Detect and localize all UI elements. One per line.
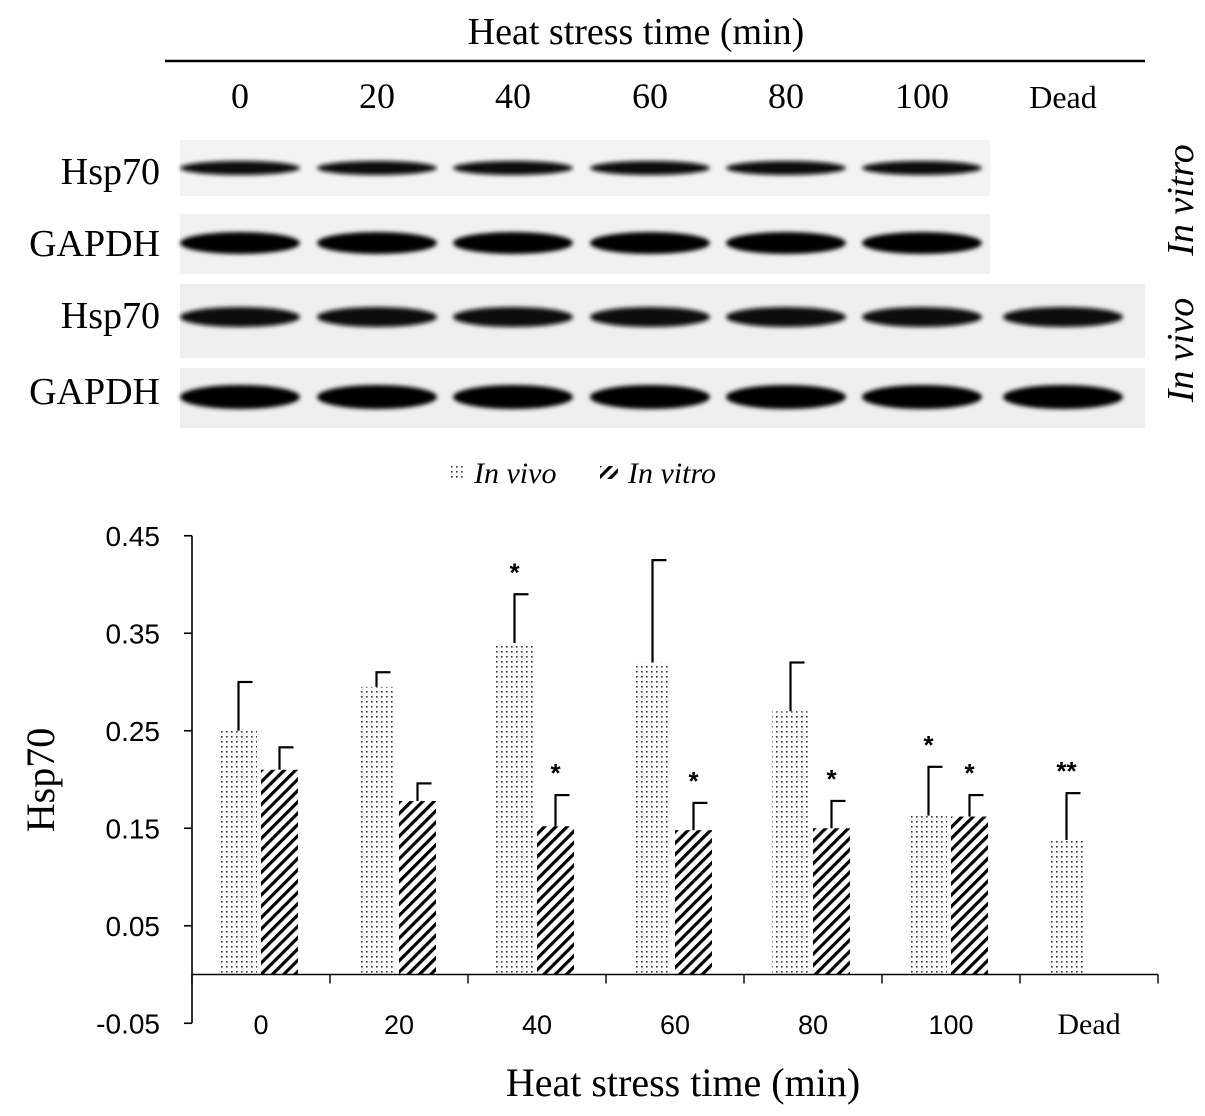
blot-lane-label-1: 20	[359, 76, 395, 116]
blot-band-r1-lane1	[317, 232, 437, 254]
blot-row-label-4: GAPDH	[29, 371, 160, 413]
blot-band-r0-lane5	[862, 161, 982, 175]
legend-label-in-vivo: In vivo	[473, 457, 556, 490]
bar-in-vitro-4	[813, 828, 850, 975]
bar-in-vivo-1	[358, 686, 395, 975]
bar-in-vitro-5	[951, 816, 988, 975]
y-tick-label-1: 0.35	[106, 618, 161, 649]
blot-band-r1-lane2	[453, 232, 573, 254]
y-tick-label-5: -0.05	[96, 1008, 160, 1039]
x-tick-label-0: 0	[253, 1010, 268, 1040]
x-tick-label-3: 60	[660, 1010, 690, 1040]
blot-band-r0-lane3	[590, 161, 710, 175]
legend-swatch-in-vivo	[451, 466, 464, 479]
bar-in-vivo-3	[634, 662, 671, 975]
x-tick-label-6: Dead	[1057, 1008, 1120, 1041]
blot-lane-label-5: 100	[895, 76, 949, 116]
significance-in-vitro-3: *	[688, 766, 699, 796]
blot-strip-in-vitro-hsp70	[180, 140, 990, 196]
blot-band-r0-lane1	[317, 161, 437, 175]
blot-band-r2-lane6	[1003, 307, 1123, 327]
blot-side-label-in-vitro: In vitro	[1160, 144, 1202, 257]
y-tick-label-0: 0.45	[106, 521, 161, 552]
blot-band-r0-lane2	[453, 161, 573, 175]
blot-band-r3-lane5	[862, 385, 982, 409]
blot-row-label-3: Hsp70	[61, 295, 160, 337]
blot-band-r0-lane0	[180, 161, 300, 175]
blot-row-label-1: Hsp70	[61, 151, 160, 193]
blot-strip-in-vitro-gapdh	[180, 214, 990, 274]
blot-lane-label-6: Dead	[1029, 79, 1097, 115]
blot-band-r3-lane6	[1003, 385, 1123, 409]
y-tick-label-2: 0.25	[106, 716, 161, 747]
blot-band-r2-lane0	[180, 307, 300, 327]
x-tick-label-5: 100	[928, 1010, 973, 1040]
blot-band-r2-lane4	[726, 307, 846, 327]
x-tick-label-1: 20	[384, 1010, 414, 1040]
blot-lane-label-0: 0	[231, 76, 249, 116]
significance-in-vitro-4: *	[826, 764, 837, 794]
legend-swatch-in-vitro	[600, 466, 618, 479]
blot-band-r1-lane0	[180, 232, 300, 254]
x-tick-label-4: 80	[798, 1010, 828, 1040]
blot-band-r3-lane2	[453, 385, 573, 409]
blot-band-r3-lane1	[317, 385, 437, 409]
blot-lane-label-2: 40	[495, 76, 531, 116]
bar-in-vitro-1	[399, 800, 436, 975]
chart-legend: In vivo In vitro	[451, 457, 716, 490]
blot-band-r2-lane2	[453, 307, 573, 327]
western-blot-panel: Heat stress time (min) 0 20 40 60 80 100 Dead …	[29, 11, 1202, 428]
bar-in-vivo-0	[220, 730, 257, 975]
legend-label-in-vitro: In vitro	[627, 457, 716, 490]
blot-band-r1-lane4	[726, 232, 846, 254]
blot-band-r3-lane4	[726, 385, 846, 409]
bar-in-vivo-4	[772, 711, 809, 975]
bar-in-vitro-2	[537, 826, 574, 975]
significance-in-vivo-6: **	[1056, 756, 1077, 786]
bar-in-vitro-0	[261, 769, 298, 975]
blot-band-r1-lane5	[862, 232, 982, 254]
blot-lane-label-4: 80	[768, 76, 804, 116]
significance-in-vitro-5: *	[964, 758, 975, 788]
blot-band-r0-lane4	[726, 161, 846, 175]
hsp70-bar-chart: 0.450.350.250.150.05-0.05 ***** * * * 0 20 40…	[18, 521, 1159, 1105]
blot-header-title: Heat stress time (min)	[468, 11, 805, 53]
x-tick-label-2: 40	[522, 1010, 552, 1040]
blot-band-r1-lane3	[590, 232, 710, 254]
bar-in-vivo-2	[496, 643, 533, 975]
blot-band-r2-lane1	[317, 307, 437, 327]
significance-in-vivo-2: *	[509, 557, 520, 587]
blot-side-label-in-vivo: In vivo	[1160, 298, 1202, 403]
y-axis-label: Hsp70	[18, 728, 63, 832]
significance-in-vitro-2: *	[550, 758, 561, 788]
y-tick-label-4: 0.05	[106, 911, 161, 942]
blot-band-r3-lane3	[590, 385, 710, 409]
y-tick-label-3: 0.15	[106, 813, 161, 844]
significance-in-vivo-5: *	[923, 730, 934, 760]
bar-in-vitro-3	[675, 830, 712, 975]
x-axis-label: Heat stress time (min)	[506, 1060, 860, 1105]
blot-band-r2-lane3	[590, 307, 710, 327]
blot-row-label-2: GAPDH	[29, 223, 160, 265]
bar-in-vivo-5	[910, 815, 947, 975]
blot-band-r3-lane0	[180, 385, 300, 409]
blot-lane-label-3: 60	[632, 76, 668, 116]
bar-in-vivo-6	[1048, 839, 1085, 975]
blot-band-r2-lane5	[862, 307, 982, 327]
